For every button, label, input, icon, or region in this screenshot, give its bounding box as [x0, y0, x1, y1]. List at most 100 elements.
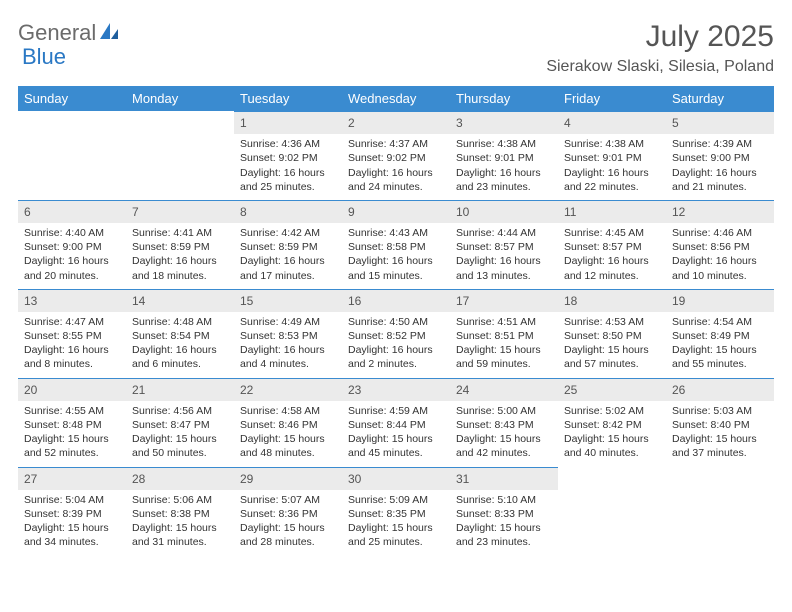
- calendar-cell: 22Sunrise: 4:58 AMSunset: 8:46 PMDayligh…: [234, 378, 342, 467]
- calendar-cell: 4Sunrise: 4:38 AMSunset: 9:01 PMDaylight…: [558, 111, 666, 200]
- daylight-line-1: Daylight: 16 hours: [456, 254, 552, 268]
- day-body: Sunrise: 5:00 AMSunset: 8:43 PMDaylight:…: [450, 401, 558, 467]
- daylight-line-1: Daylight: 15 hours: [564, 343, 660, 357]
- daylight-line-1: Daylight: 15 hours: [24, 432, 120, 446]
- day-number: 21: [126, 378, 234, 401]
- day-body: Sunrise: 4:53 AMSunset: 8:50 PMDaylight:…: [558, 312, 666, 378]
- daylight-line-2: and 18 minutes.: [132, 269, 228, 283]
- sunset-line: Sunset: 8:39 PM: [24, 507, 120, 521]
- calendar-cell: 2Sunrise: 4:37 AMSunset: 9:02 PMDaylight…: [342, 111, 450, 200]
- sunset-line: Sunset: 8:59 PM: [132, 240, 228, 254]
- day-number: 5: [666, 111, 774, 134]
- sunrise-line: Sunrise: 4:53 AM: [564, 315, 660, 329]
- day-body: Sunrise: 4:49 AMSunset: 8:53 PMDaylight:…: [234, 312, 342, 378]
- daylight-line-2: and 24 minutes.: [348, 180, 444, 194]
- day-body: Sunrise: 4:46 AMSunset: 8:56 PMDaylight:…: [666, 223, 774, 289]
- sunset-line: Sunset: 9:02 PM: [240, 151, 336, 165]
- sunset-line: Sunset: 8:43 PM: [456, 418, 552, 432]
- day-number: 18: [558, 289, 666, 312]
- sunset-line: Sunset: 9:01 PM: [456, 151, 552, 165]
- daylight-line-1: Daylight: 16 hours: [240, 166, 336, 180]
- daylight-line-2: and 25 minutes.: [240, 180, 336, 194]
- calendar-cell: 11Sunrise: 4:45 AMSunset: 8:57 PMDayligh…: [558, 200, 666, 289]
- calendar-cell: 16Sunrise: 4:50 AMSunset: 8:52 PMDayligh…: [342, 289, 450, 378]
- calendar-cell: 6Sunrise: 4:40 AMSunset: 9:00 PMDaylight…: [18, 200, 126, 289]
- sunrise-line: Sunrise: 4:50 AM: [348, 315, 444, 329]
- sunset-line: Sunset: 8:47 PM: [132, 418, 228, 432]
- sunset-line: Sunset: 8:57 PM: [564, 240, 660, 254]
- calendar-cell: 15Sunrise: 4:49 AMSunset: 8:53 PMDayligh…: [234, 289, 342, 378]
- sunset-line: Sunset: 8:59 PM: [240, 240, 336, 254]
- day-body: Sunrise: 4:45 AMSunset: 8:57 PMDaylight:…: [558, 223, 666, 289]
- daylight-line-2: and 23 minutes.: [456, 535, 552, 549]
- sunrise-line: Sunrise: 4:38 AM: [564, 137, 660, 151]
- day-body: Sunrise: 4:37 AMSunset: 9:02 PMDaylight:…: [342, 134, 450, 200]
- calendar-cell: 28Sunrise: 5:06 AMSunset: 8:38 PMDayligh…: [126, 467, 234, 556]
- calendar-cell: 5Sunrise: 4:39 AMSunset: 9:00 PMDaylight…: [666, 111, 774, 200]
- calendar-cell: 14Sunrise: 4:48 AMSunset: 8:54 PMDayligh…: [126, 289, 234, 378]
- day-number: 23: [342, 378, 450, 401]
- daylight-line-2: and 45 minutes.: [348, 446, 444, 460]
- sunset-line: Sunset: 8:51 PM: [456, 329, 552, 343]
- calendar-cell: 31Sunrise: 5:10 AMSunset: 8:33 PMDayligh…: [450, 467, 558, 556]
- sunrise-line: Sunrise: 4:41 AM: [132, 226, 228, 240]
- sunset-line: Sunset: 8:54 PM: [132, 329, 228, 343]
- logo: General: [18, 20, 122, 46]
- sunrise-line: Sunrise: 4:39 AM: [672, 137, 768, 151]
- calendar-cell: 26Sunrise: 5:03 AMSunset: 8:40 PMDayligh…: [666, 378, 774, 467]
- calendar-cell: 30Sunrise: 5:09 AMSunset: 8:35 PMDayligh…: [342, 467, 450, 556]
- day-body: Sunrise: 4:38 AMSunset: 9:01 PMDaylight:…: [450, 134, 558, 200]
- day-number: 14: [126, 289, 234, 312]
- calendar-cell: [558, 467, 666, 556]
- calendar-cell: [126, 111, 234, 200]
- daylight-line-2: and 55 minutes.: [672, 357, 768, 371]
- day-number: 17: [450, 289, 558, 312]
- day-number: 25: [558, 378, 666, 401]
- calendar-cell: 18Sunrise: 4:53 AMSunset: 8:50 PMDayligh…: [558, 289, 666, 378]
- daylight-line-1: Daylight: 16 hours: [24, 343, 120, 357]
- calendar-table: Sunday Monday Tuesday Wednesday Thursday…: [18, 86, 774, 555]
- daylight-line-2: and 48 minutes.: [240, 446, 336, 460]
- sunrise-line: Sunrise: 4:38 AM: [456, 137, 552, 151]
- calendar-cell: 12Sunrise: 4:46 AMSunset: 8:56 PMDayligh…: [666, 200, 774, 289]
- sunset-line: Sunset: 8:36 PM: [240, 507, 336, 521]
- sunset-line: Sunset: 8:33 PM: [456, 507, 552, 521]
- daylight-line-1: Daylight: 15 hours: [456, 521, 552, 535]
- logo-text-2: Blue: [22, 44, 66, 69]
- daylight-line-1: Daylight: 16 hours: [672, 166, 768, 180]
- sunset-line: Sunset: 8:48 PM: [24, 418, 120, 432]
- day-body: Sunrise: 4:47 AMSunset: 8:55 PMDaylight:…: [18, 312, 126, 378]
- daylight-line-1: Daylight: 16 hours: [672, 254, 768, 268]
- weekday-header: Sunday: [18, 86, 126, 111]
- day-body: Sunrise: 4:51 AMSunset: 8:51 PMDaylight:…: [450, 312, 558, 378]
- sunrise-line: Sunrise: 4:43 AM: [348, 226, 444, 240]
- daylight-line-2: and 22 minutes.: [564, 180, 660, 194]
- daylight-line-1: Daylight: 16 hours: [456, 166, 552, 180]
- sunset-line: Sunset: 8:35 PM: [348, 507, 444, 521]
- sunset-line: Sunset: 8:55 PM: [24, 329, 120, 343]
- day-body: Sunrise: 4:41 AMSunset: 8:59 PMDaylight:…: [126, 223, 234, 289]
- daylight-line-2: and 25 minutes.: [348, 535, 444, 549]
- daylight-line-2: and 57 minutes.: [564, 357, 660, 371]
- day-body: Sunrise: 4:39 AMSunset: 9:00 PMDaylight:…: [666, 134, 774, 200]
- day-body: Sunrise: 5:10 AMSunset: 8:33 PMDaylight:…: [450, 490, 558, 556]
- sunset-line: Sunset: 9:01 PM: [564, 151, 660, 165]
- day-number: 6: [18, 200, 126, 223]
- day-body: Sunrise: 4:59 AMSunset: 8:44 PMDaylight:…: [342, 401, 450, 467]
- calendar-row: 1Sunrise: 4:36 AMSunset: 9:02 PMDaylight…: [18, 111, 774, 200]
- sunset-line: Sunset: 8:58 PM: [348, 240, 444, 254]
- daylight-line-2: and 13 minutes.: [456, 269, 552, 283]
- sunrise-line: Sunrise: 4:46 AM: [672, 226, 768, 240]
- sunset-line: Sunset: 8:50 PM: [564, 329, 660, 343]
- day-number: 10: [450, 200, 558, 223]
- day-number: 26: [666, 378, 774, 401]
- day-body: Sunrise: 4:42 AMSunset: 8:59 PMDaylight:…: [234, 223, 342, 289]
- daylight-line-1: Daylight: 16 hours: [564, 254, 660, 268]
- day-number: 31: [450, 467, 558, 490]
- day-body: Sunrise: 4:50 AMSunset: 8:52 PMDaylight:…: [342, 312, 450, 378]
- sunrise-line: Sunrise: 5:07 AM: [240, 493, 336, 507]
- calendar-cell: 27Sunrise: 5:04 AMSunset: 8:39 PMDayligh…: [18, 467, 126, 556]
- daylight-line-2: and 37 minutes.: [672, 446, 768, 460]
- day-body: Sunrise: 5:09 AMSunset: 8:35 PMDaylight:…: [342, 490, 450, 556]
- day-body: Sunrise: 5:06 AMSunset: 8:38 PMDaylight:…: [126, 490, 234, 556]
